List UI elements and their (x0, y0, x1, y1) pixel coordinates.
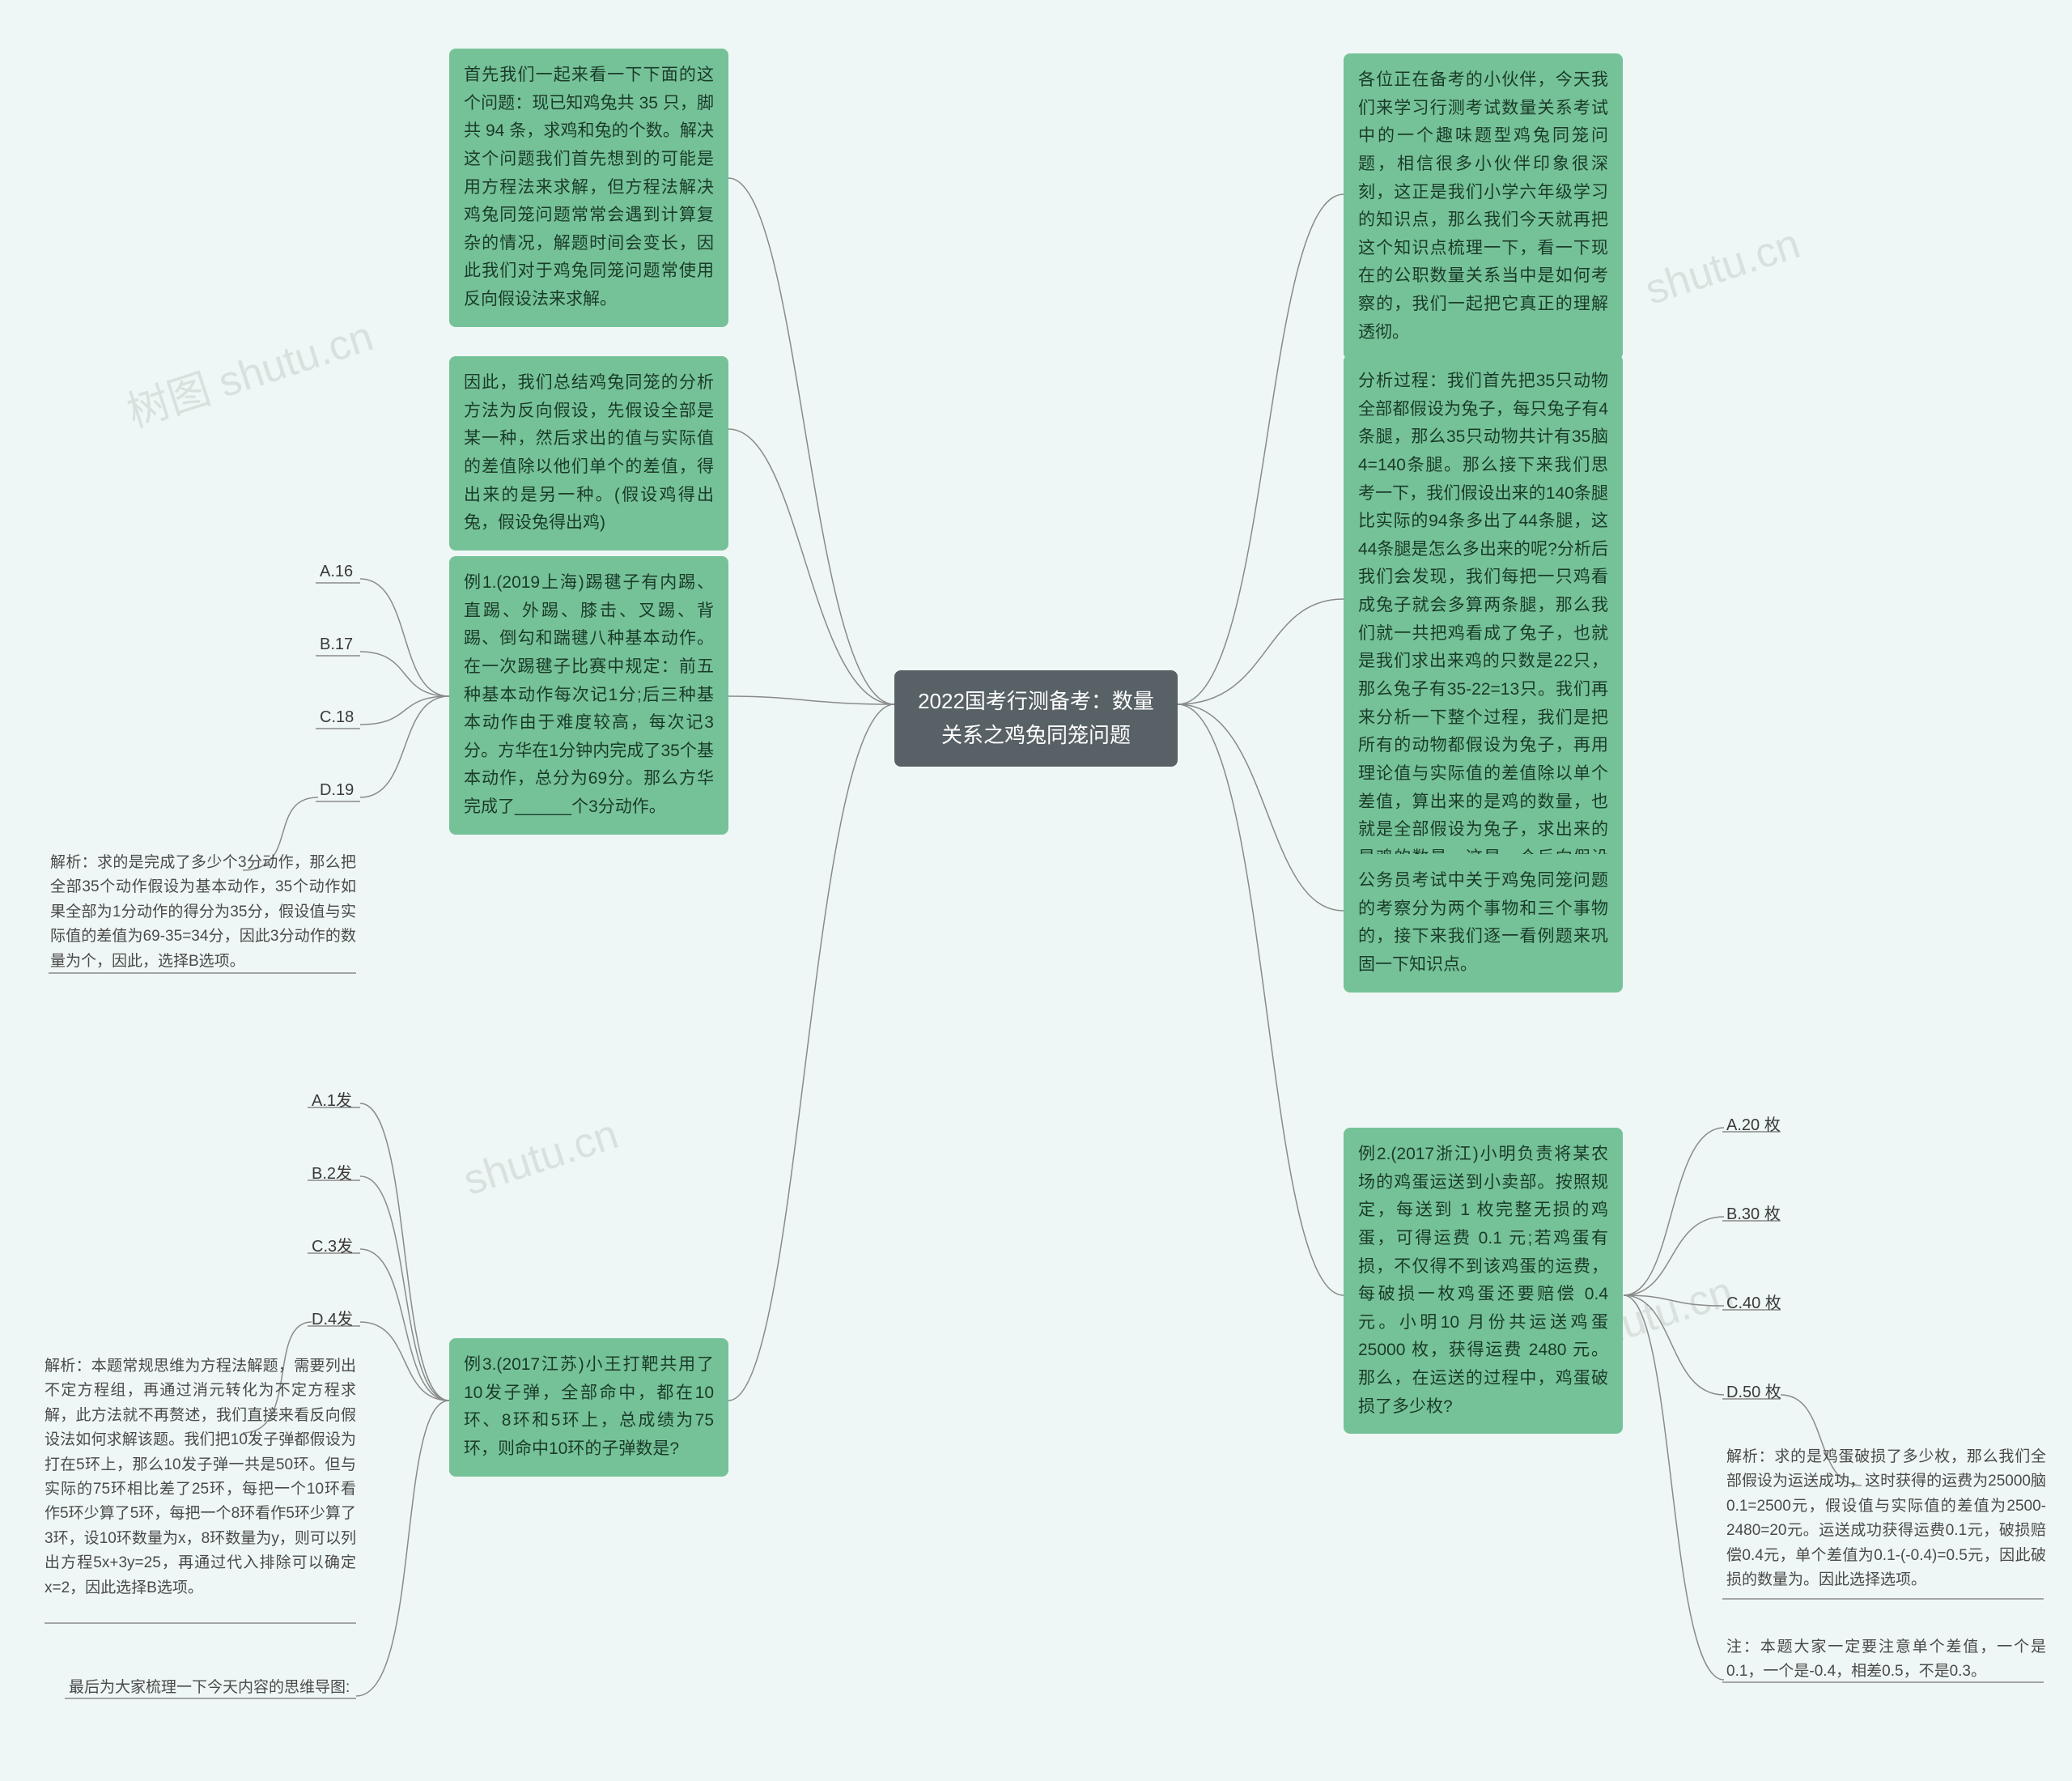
right-n4-note: 解析：求的是鸡蛋破损了多少枚，那么我们全部假设为运送成功，这时获得的运费为250… (1726, 1445, 2046, 1592)
center-title: 2022国考行测备考：数量关系之鸡兔同笼问题 (894, 670, 1178, 767)
left-node-4: 例3.(2017江苏)小王打靶共用了10发子弹，全部命中，都在10环、8环和5环… (449, 1338, 728, 1477)
right-n4-note2: 注：本题大家一定要注意单个差值，一个是0.1，一个是-0.4，相差0.5，不是0… (1726, 1635, 2046, 1685)
right-node-2: 分析过程：我们首先把35只动物全部都假设为兔子，每只兔子有4条腿，那么35只动物… (1344, 355, 1623, 913)
watermark: 树图 shutu.cn (118, 302, 380, 439)
left-node-1: 首先我们一起来看一下下面的这个问题：现已知鸡兔共 35 只，脚共 94 条，求鸡… (449, 49, 728, 327)
watermark: shutu.cn (458, 1110, 624, 1205)
left-n3-leaf-b: B.17 (320, 635, 353, 654)
right-node-4: 例2.(2017浙江)小明负责将某农场的鸡蛋运送到小卖部。按照规定，每送到 1 … (1344, 1128, 1623, 1434)
left-n4-leaf-d: D.4发 (312, 1306, 353, 1329)
right-node-1: 各位正在备考的小伙伴，今天我们来学习行测考试数量关系考试中的一个趣味题型鸡兔同笼… (1344, 53, 1623, 359)
right-n4-leaf-c: C.40 枚 (1726, 1290, 1781, 1313)
right-n4-leaf-d: D.50 枚 (1726, 1379, 1781, 1402)
left-n4-leaf-c: C.3发 (312, 1233, 353, 1256)
left-footer-note: 最后为大家梳理一下今天内容的思维导图: (69, 1676, 360, 1700)
left-n4-note: 解析：本题常规思维为方程法解题，需要列出不定方程组，再通过消元转化为不定方程求解… (45, 1354, 356, 1600)
left-n3-note: 解析：求的是完成了多少个3分动作，那么把全部35个动作假设为基本动作，35个动作… (50, 851, 356, 974)
left-n3-leaf-c: C.18 (320, 708, 354, 727)
left-n4-leaf-b: B.2发 (312, 1160, 352, 1184)
right-n4-leaf-b: B.30 枚 (1726, 1201, 1781, 1224)
left-n3-leaf-d: D.19 (320, 781, 354, 800)
left-node-3: 例1.(2019上海)踢毽子有内踢、直踢、外踢、膝击、叉踢、背踢、倒勾和踹毽八种… (449, 556, 728, 835)
left-node-2: 因此，我们总结鸡兔同笼的分析方法为反向假设，先假设全部是某一种，然后求出的值与实… (449, 356, 728, 550)
left-n3-leaf-a: A.16 (320, 563, 353, 581)
watermark: shutu.cn (1640, 219, 1806, 315)
right-n4-leaf-a: A.20 枚 (1726, 1112, 1781, 1135)
right-node-3: 公务员考试中关于鸡兔同笼问题的考察分为两个事物和三个事物的，接下来我们逐一看例题… (1344, 854, 1623, 993)
left-n4-leaf-a: A.1发 (312, 1087, 352, 1111)
